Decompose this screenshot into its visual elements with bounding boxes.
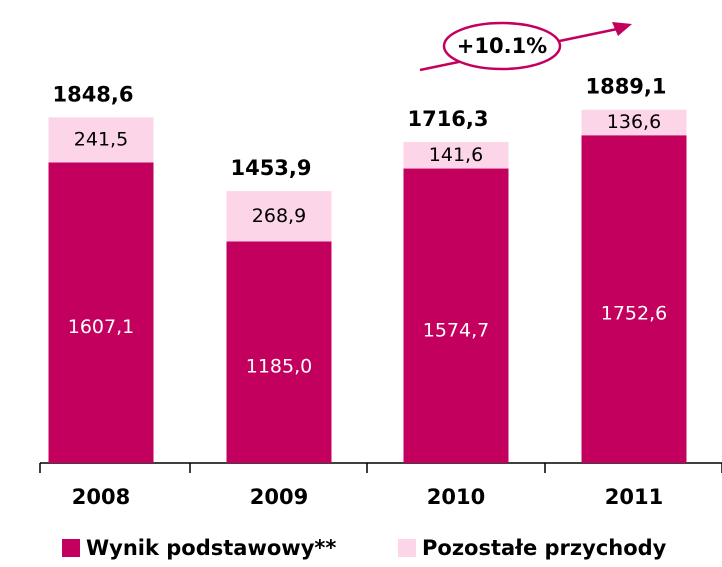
- legend-label: Pozostałe przychody: [422, 536, 667, 560]
- value-label: 1185,0: [246, 356, 312, 378]
- bar-segment: [581, 135, 687, 463]
- x-tick-label: 2010: [427, 485, 485, 509]
- value-label: 1574,7: [423, 319, 489, 341]
- total-label: 1848,6: [52, 82, 133, 106]
- value-label: 268,9: [252, 205, 306, 227]
- bar-segment: [48, 117, 154, 163]
- arrow-head: [612, 22, 632, 36]
- x-tick-label: 2008: [72, 485, 130, 509]
- total-label: 1716,3: [407, 107, 488, 131]
- bar-segment: [403, 142, 509, 169]
- legend-swatch: [398, 539, 416, 557]
- bar-segment: [226, 241, 332, 463]
- x-tick-label: 2009: [250, 485, 308, 509]
- value-label: 1607,1: [68, 316, 134, 338]
- x-tick-label: 2011: [605, 485, 663, 509]
- legend-swatch: [62, 539, 80, 557]
- total-label: 1453,9: [230, 156, 311, 180]
- value-label: 1752,6: [601, 303, 667, 325]
- value-label: 136,6: [607, 111, 661, 133]
- value-label: 141,6: [429, 144, 483, 166]
- bar-segment: [226, 191, 332, 242]
- bar-segment: [48, 162, 154, 464]
- total-label: 1889,1: [585, 75, 666, 99]
- value-label: 241,5: [74, 128, 128, 150]
- legend-label: Wynik podstawowy**: [86, 536, 336, 560]
- annotation-ellipse: [442, 21, 562, 71]
- bar-segment: [581, 109, 687, 136]
- bar-segment: [403, 168, 509, 463]
- annotation: +10.1%: [457, 34, 547, 58]
